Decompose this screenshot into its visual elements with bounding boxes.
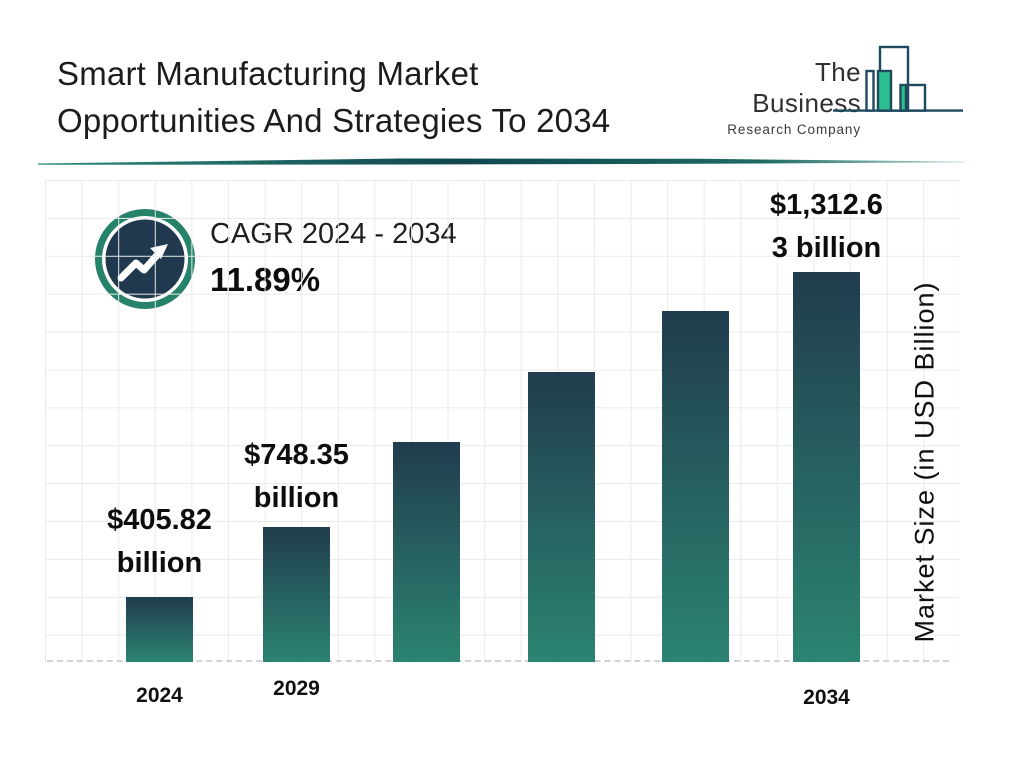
- x-axis-label-2034: 2034: [803, 686, 850, 709]
- bar-year3: [393, 442, 460, 662]
- company-logo-text: The Business Research Company: [700, 57, 861, 137]
- bar-2024: [126, 597, 193, 662]
- title-line-2: Opportunities And Strategies To 2034: [57, 102, 611, 139]
- title-line-1: Smart Manufacturing Market: [57, 55, 479, 92]
- logo-subtitle: Research Company: [727, 122, 861, 137]
- logo-name: The Business: [752, 57, 861, 118]
- bar-2029: [263, 527, 330, 662]
- bar-value-label-2024: $405.82 billion: [107, 504, 212, 579]
- page-title: Smart Manufacturing Market Opportunities…: [57, 50, 610, 144]
- x-axis-label-2029: 2029: [273, 677, 320, 700]
- bar-value-label-2034: $1,312.6 3 billion: [770, 189, 883, 264]
- bar-value-label-2029: $748.35 billion: [244, 439, 349, 514]
- header-divider: [38, 158, 965, 165]
- logo-bars-icon: [833, 45, 963, 112]
- chart-plot-area: $405.82 billion $748.35 billion $1,312.6 3 bi…: [45, 180, 960, 709]
- x-axis-baseline: [47, 660, 949, 662]
- bar-2034: [793, 272, 860, 662]
- bar-year5: [662, 311, 729, 662]
- x-axis-label-2024: 2024: [136, 684, 183, 707]
- bar-year4: [528, 372, 595, 662]
